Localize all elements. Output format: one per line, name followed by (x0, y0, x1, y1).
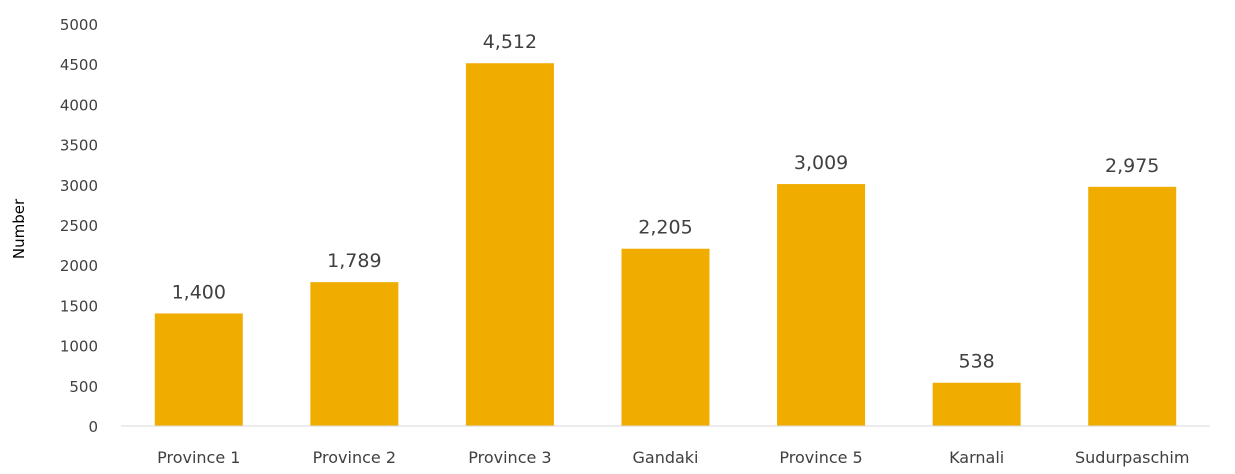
y-tick-label: 4000 (60, 96, 98, 114)
y-tick-label: 500 (69, 378, 98, 396)
bar (932, 382, 1021, 426)
bar (310, 282, 399, 426)
bar (465, 63, 554, 426)
bar-value-label: 538 (959, 351, 995, 373)
bar (621, 248, 710, 426)
x-tick-label: Province 1 (157, 448, 240, 467)
bar-value-label: 1,789 (327, 250, 381, 272)
y-tick-label: 5000 (60, 16, 98, 34)
bar (1088, 186, 1177, 426)
x-tick-label: Gandaki (632, 448, 698, 467)
bar-value-label: 1,400 (172, 281, 226, 303)
bar-value-label: 2,975 (1105, 155, 1159, 177)
y-axis-ticks: 0 500 1000 1500 2000 2500 3000 3500 4000 4500 5000 (60, 16, 98, 436)
bar-value-label: 2,205 (638, 217, 692, 239)
y-tick-label: 1500 (60, 297, 98, 315)
bar-value-label: 4,512 (483, 31, 537, 53)
x-axis-ticks: Province 1 Province 2 Province 3 Gandaki Pro… (157, 448, 1189, 467)
y-tick-label: 4500 (60, 56, 98, 74)
y-tick-label: 0 (88, 418, 98, 436)
y-tick-label: 2500 (60, 217, 98, 235)
y-axis-title: Number (10, 198, 28, 259)
x-tick-label: Province 3 (468, 448, 551, 467)
x-tick-label: Province 2 (313, 448, 396, 467)
bar (777, 184, 866, 426)
x-tick-label: Province 5 (779, 448, 862, 467)
x-tick-label: Karnali (949, 448, 1004, 467)
y-tick-label: 3500 (60, 137, 98, 155)
y-tick-label: 3000 (60, 177, 98, 195)
y-tick-label: 2000 (60, 257, 98, 275)
bar (154, 313, 243, 426)
x-tick-label: Sudurpaschim (1075, 448, 1189, 467)
bar-value-label: 3,009 (794, 152, 848, 174)
y-tick-label: 1000 (60, 338, 98, 356)
bars: 1,400 1,789 4,512 2,205 3,009 538 2,975 (154, 31, 1177, 426)
